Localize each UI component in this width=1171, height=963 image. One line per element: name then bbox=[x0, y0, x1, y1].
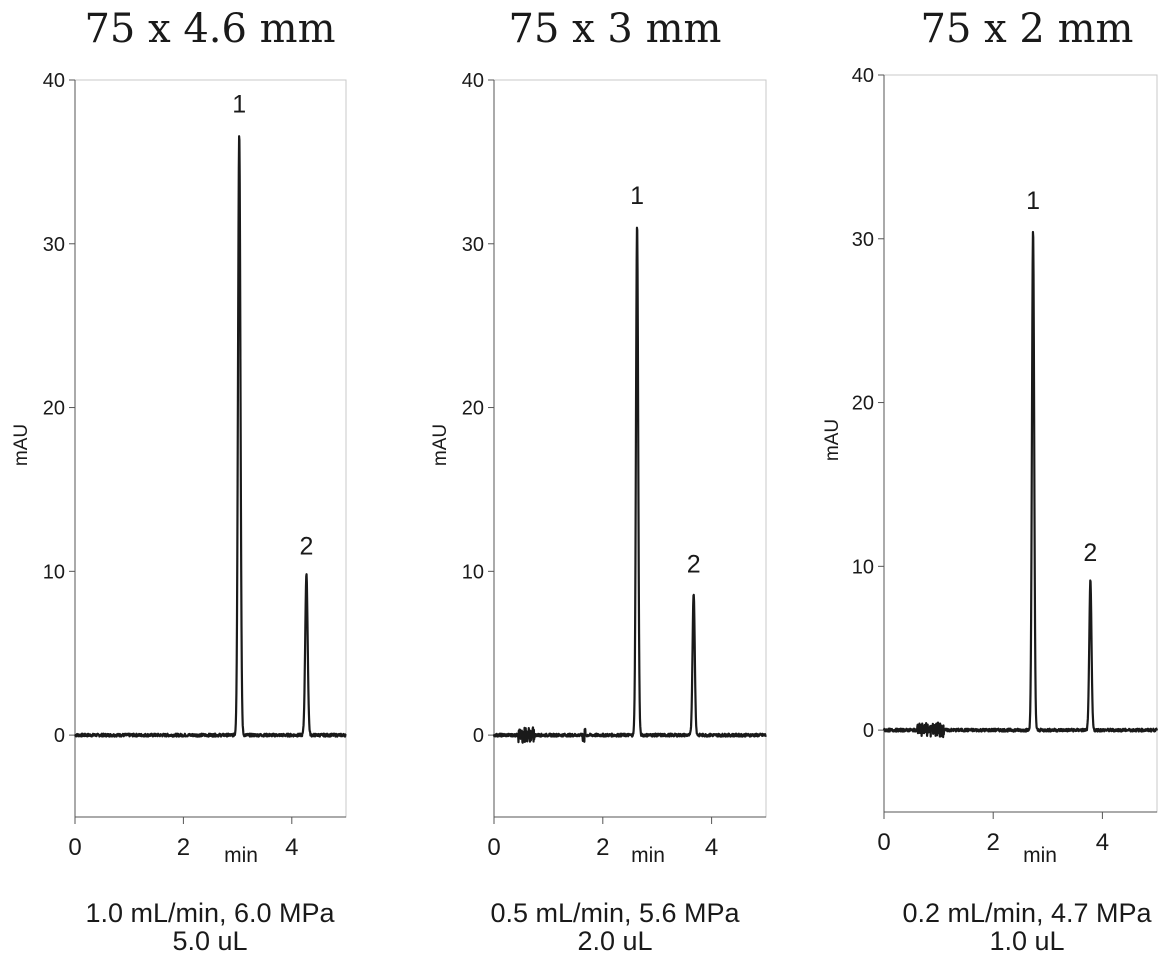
peak-label: 2 bbox=[687, 551, 701, 579]
y-tick-label: 30 bbox=[462, 234, 484, 256]
peak-label: 1 bbox=[1026, 187, 1040, 215]
panel-title: 75 x 3 mm bbox=[509, 6, 722, 52]
x-tick-label: 2 bbox=[596, 834, 609, 861]
y-axis-label: mAU bbox=[11, 424, 32, 466]
peak-label: 1 bbox=[232, 90, 246, 118]
flow-pressure-label: 1.0 mL/min, 6.0 MPa bbox=[85, 898, 335, 928]
y-tick-label: 20 bbox=[462, 398, 484, 420]
chromatogram-trace bbox=[882, 230, 1159, 739]
x-tick-label: 4 bbox=[1096, 829, 1109, 856]
x-axis-label: min bbox=[631, 844, 665, 867]
y-axis-label: mAU bbox=[430, 424, 451, 466]
y-axis-label: mAU bbox=[822, 419, 843, 461]
injection-volume-label: 5.0 uL bbox=[172, 926, 247, 956]
chromatogram-trace bbox=[74, 135, 347, 738]
panel-title: 75 x 4.6 mm bbox=[84, 6, 335, 52]
y-tick-label: 20 bbox=[43, 398, 65, 420]
peak-label: 1 bbox=[630, 182, 644, 210]
y-tick-label: 0 bbox=[54, 725, 65, 747]
flow-pressure-label: 0.5 mL/min, 5.6 MPa bbox=[490, 898, 740, 928]
x-tick-label: 2 bbox=[987, 829, 1000, 856]
x-tick-label: 2 bbox=[177, 834, 190, 861]
peak-label: 2 bbox=[299, 533, 313, 561]
x-tick-label: 0 bbox=[68, 834, 81, 861]
injection-volume-label: 2.0 uL bbox=[577, 926, 652, 956]
x-tick-label: 4 bbox=[705, 834, 718, 861]
y-tick-label: 40 bbox=[43, 70, 65, 92]
injection-volume-label: 1.0 uL bbox=[989, 926, 1064, 956]
y-tick-label: 10 bbox=[43, 561, 65, 583]
y-tick-label: 10 bbox=[852, 556, 874, 578]
x-tick-label: 4 bbox=[285, 834, 298, 861]
y-tick-label: 40 bbox=[852, 65, 874, 87]
x-axis-label: min bbox=[1023, 844, 1057, 867]
y-tick-label: 0 bbox=[863, 720, 874, 742]
panel-title: 75 x 2 mm bbox=[921, 6, 1134, 52]
y-tick-label: 30 bbox=[852, 229, 874, 251]
y-tick-label: 10 bbox=[462, 561, 484, 583]
plot-frame bbox=[883, 74, 1158, 813]
x-tick-label: 0 bbox=[877, 829, 890, 856]
y-tick-label: 0 bbox=[473, 725, 484, 747]
y-tick-label: 20 bbox=[852, 393, 874, 415]
x-tick-label: 0 bbox=[487, 834, 500, 861]
peak-label: 2 bbox=[1083, 539, 1097, 567]
x-axis-label: min bbox=[224, 844, 258, 867]
chromatogram-trace bbox=[492, 226, 767, 744]
y-tick-label: 30 bbox=[43, 234, 65, 256]
flow-pressure-label: 0.2 mL/min, 4.7 MPa bbox=[902, 898, 1152, 928]
y-tick-label: 40 bbox=[462, 70, 484, 92]
plot-frame bbox=[74, 79, 347, 818]
